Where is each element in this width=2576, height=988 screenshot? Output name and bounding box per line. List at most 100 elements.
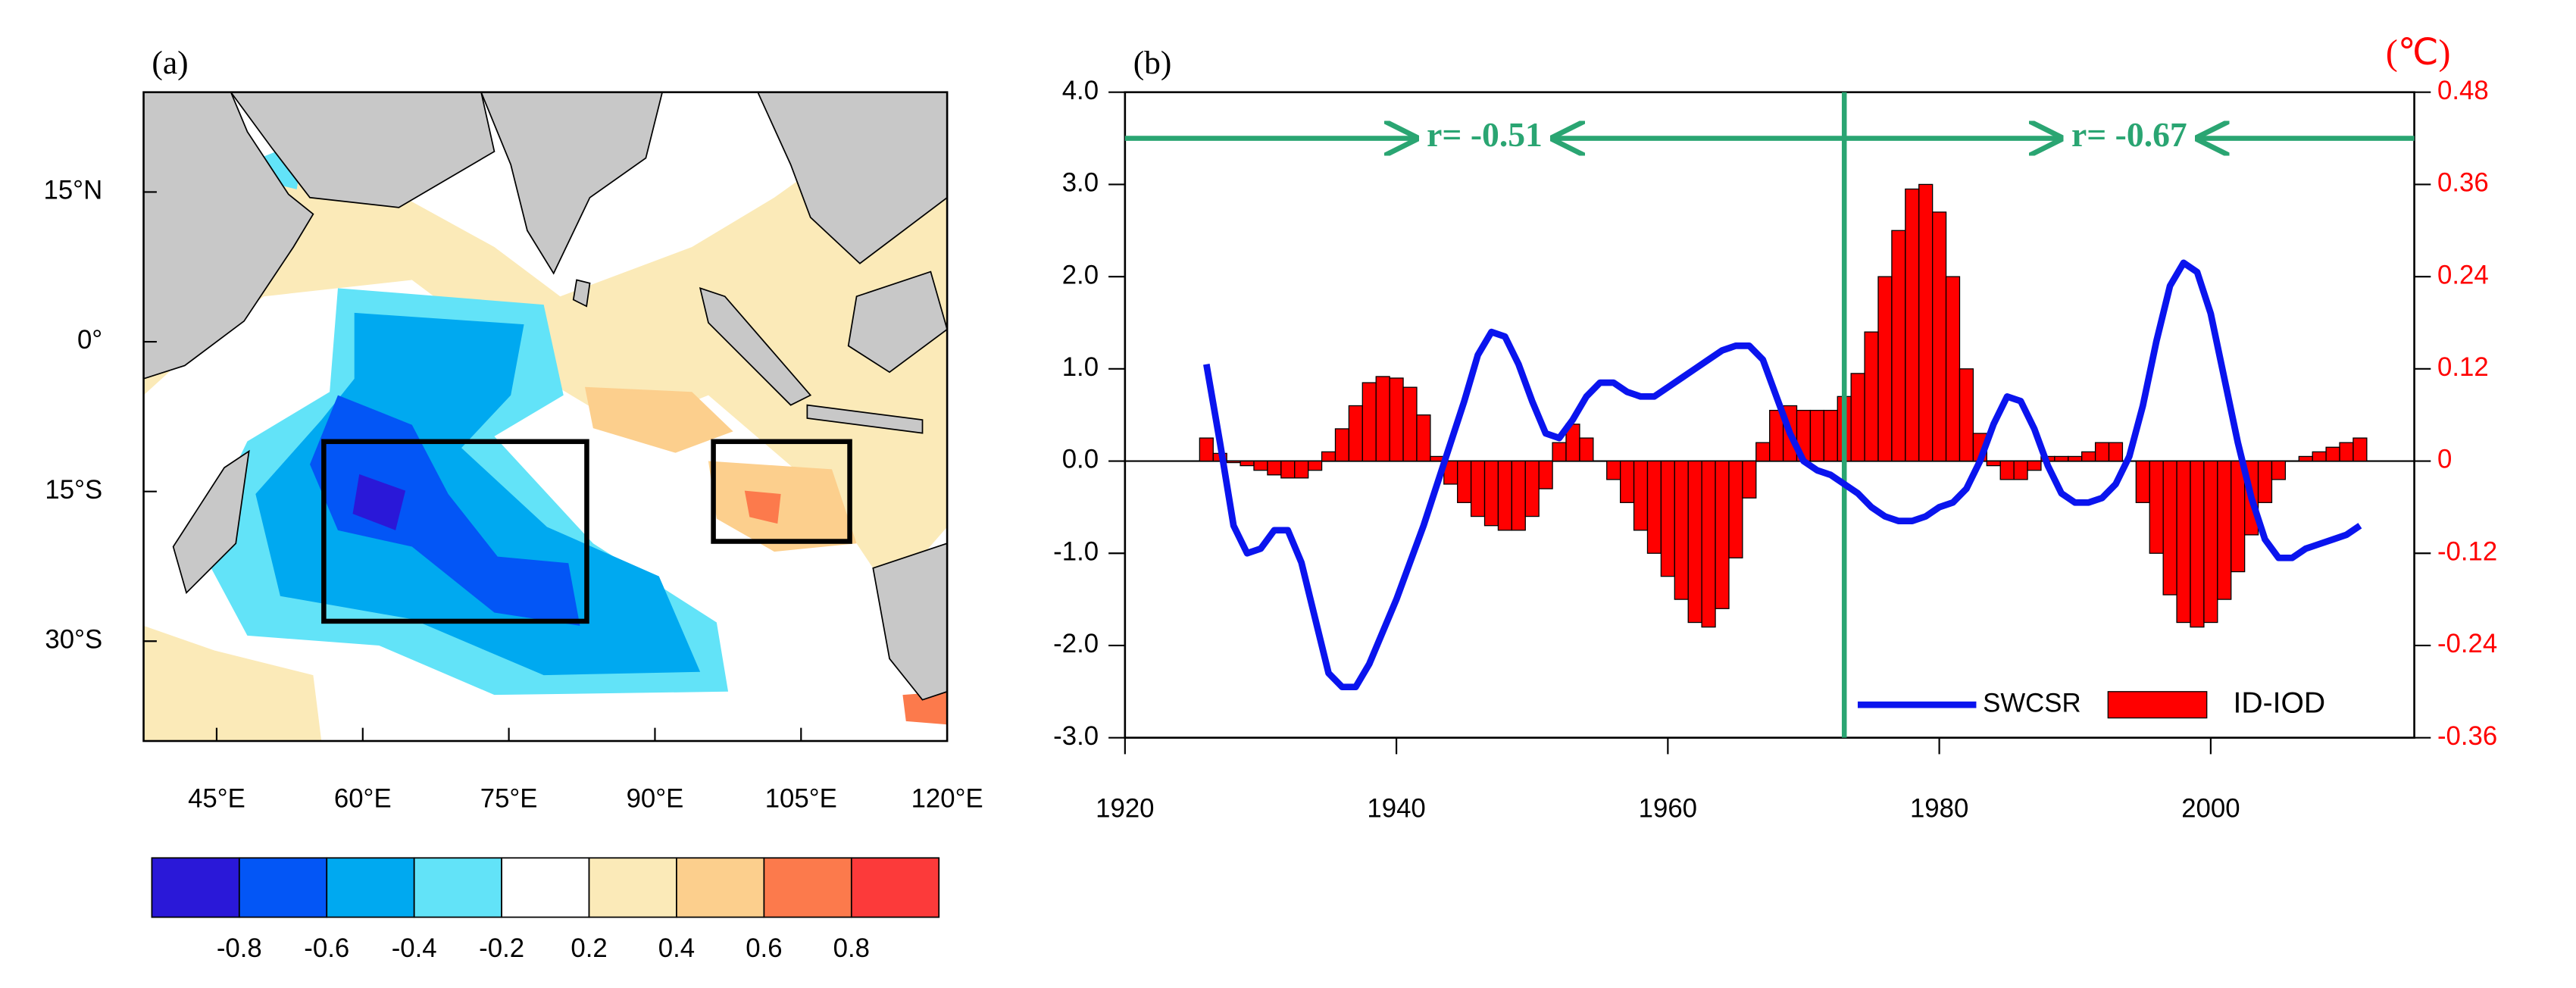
bar	[1986, 460, 2001, 467]
x-tick-label: 60°E	[334, 784, 392, 813]
bar	[2054, 455, 2069, 462]
bar	[1999, 460, 2015, 480]
bar	[1742, 460, 1757, 499]
bar	[1687, 460, 1702, 624]
land-indochina	[757, 92, 948, 264]
colorbar-label: -0.2	[479, 934, 524, 963]
x-tick-label: 1960	[1639, 794, 1697, 823]
colorbar-label: 0.2	[571, 934, 607, 963]
bar	[1348, 405, 1363, 462]
colorbar-box	[850, 857, 940, 918]
bar	[1389, 377, 1404, 462]
x-tick-label: 2000	[2181, 794, 2240, 823]
land-arabia	[230, 92, 496, 208]
bar	[1457, 460, 1472, 503]
bar	[1538, 460, 1553, 489]
colorbar-box	[501, 857, 590, 918]
bar	[1308, 460, 1323, 471]
bar	[1620, 460, 1635, 503]
bar	[2094, 442, 2110, 462]
y-tick-label: -2.0	[1053, 630, 1099, 658]
y-tick-label: -1.0	[1053, 537, 1099, 566]
y-tick-label: 3.0	[1062, 169, 1099, 198]
bar	[1660, 460, 1675, 577]
bar	[2190, 460, 2205, 628]
bar	[2013, 460, 2028, 480]
annotation: r= -0.51	[1427, 115, 1543, 154]
bar	[1497, 460, 1513, 531]
land-africa	[143, 92, 314, 380]
bar	[2325, 446, 2340, 462]
plot-frame	[1124, 91, 2415, 739]
land-madagascar	[172, 449, 250, 595]
shade-strongest-cool	[352, 474, 406, 530]
bar	[1864, 331, 1879, 462]
bar	[1674, 460, 1689, 600]
y-tick-label: 4.0	[1062, 77, 1099, 105]
colorbar-label: -0.6	[304, 934, 349, 963]
y2-tick-label: -0.12	[2437, 537, 2497, 566]
y-tick-label: 2.0	[1062, 261, 1099, 289]
bar	[1646, 460, 1662, 554]
bar	[2312, 451, 2327, 462]
bar	[1267, 460, 1282, 476]
bar	[1728, 460, 1743, 558]
x-tick-label: 1940	[1367, 794, 1425, 823]
bar	[1552, 442, 1567, 462]
bar	[2217, 460, 2232, 600]
land-sri-lanka	[572, 279, 591, 308]
bar	[1199, 437, 1214, 462]
y-tick-label: -3.0	[1053, 722, 1099, 751]
bar	[1755, 442, 1771, 462]
bar	[1579, 437, 1594, 462]
colorbar-label: -0.8	[217, 934, 262, 963]
y2-tick-label: -0.24	[2437, 630, 2497, 658]
region-box	[321, 439, 589, 624]
bar	[2257, 460, 2273, 503]
bar	[1633, 460, 1649, 531]
bar	[1905, 188, 1920, 462]
shade-strong-cool	[310, 395, 580, 626]
y-tick-label: 30°S	[45, 625, 102, 654]
line	[1203, 259, 2362, 691]
bar	[2176, 460, 2191, 624]
y-tick-label: 0°	[77, 326, 102, 355]
bar	[2339, 442, 2354, 462]
bar	[1375, 376, 1390, 462]
y2-tick-label: 0.24	[2437, 261, 2489, 289]
y-tick-label: 15°N	[44, 177, 103, 205]
x-tick-label: 1920	[1096, 794, 1154, 823]
x-tick-label: 120°E	[911, 784, 983, 813]
bar	[1334, 428, 1350, 462]
y2-tick-label: -0.36	[2437, 722, 2497, 751]
land-india	[480, 92, 664, 275]
bar	[2162, 460, 2177, 596]
region-box	[711, 439, 852, 544]
bar	[1959, 368, 1974, 462]
legend-swatch	[2107, 691, 2208, 719]
bar	[1524, 460, 1540, 517]
x-tick-label: 90°E	[627, 784, 684, 813]
bar	[1809, 409, 1825, 462]
y2-tick-label: 0.36	[2437, 169, 2489, 198]
annotation: r= -0.67	[2071, 115, 2187, 154]
bar	[1483, 460, 1499, 527]
bar	[1511, 460, 1526, 531]
colorbar-box	[238, 857, 328, 918]
bar	[2027, 460, 2042, 471]
bar	[1850, 373, 1865, 462]
bar	[1240, 460, 1255, 467]
bar	[1226, 460, 1241, 464]
colorbar-label: 0.8	[833, 934, 870, 963]
bar	[2081, 451, 2096, 462]
map-shading	[143, 92, 948, 741]
land-borneo	[847, 270, 948, 374]
bar	[1416, 414, 1431, 462]
panel-b-title: (b)	[1133, 45, 1172, 81]
bar	[1294, 460, 1309, 479]
legend-label: SWCSR	[1983, 689, 2080, 718]
bar	[2203, 460, 2218, 624]
x-tick-label: 1980	[1910, 794, 1968, 823]
